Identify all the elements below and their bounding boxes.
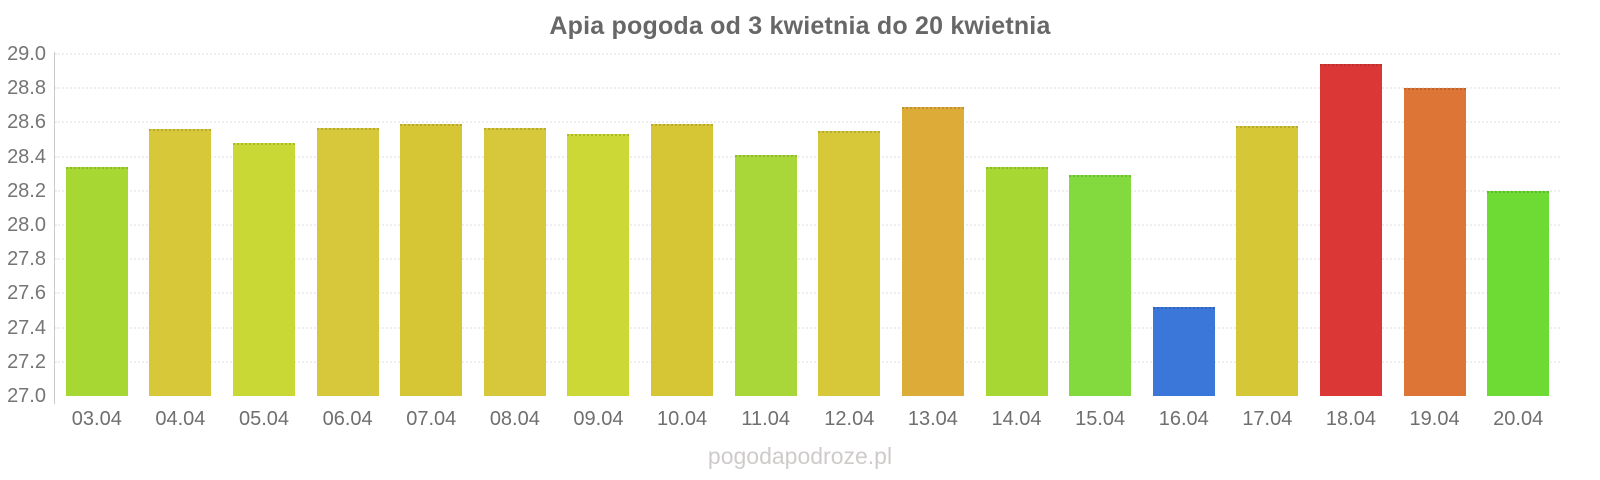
bar-17.04 xyxy=(1236,125,1299,396)
gridline xyxy=(55,189,1560,192)
bar-19.04 xyxy=(1403,88,1466,396)
y-axis-tick-label: 28.2 xyxy=(7,179,46,202)
y-axis-tick-label: 29.0 xyxy=(7,43,46,65)
y-axis-tick-label: 28.0 xyxy=(7,214,46,236)
plot-area: 29.0 28.8 28.6 28.4 28.2 28.0 27.8 27.6 27.4 27.2… xyxy=(7,44,1560,430)
chart-title: Apia pogoda od 3 kwietnia do 20 kwietnia xyxy=(549,12,1051,40)
y-axis-tick-label: 28.8 xyxy=(7,77,46,100)
bar-11.04 xyxy=(734,154,797,396)
x-axis-label: 06.04 xyxy=(322,408,373,430)
x-axis-label: 17.04 xyxy=(1242,408,1293,430)
x-axis-label: 18.04 xyxy=(1325,408,1376,430)
gridline xyxy=(55,87,1560,90)
gridline xyxy=(55,53,1560,55)
bar-12.04 xyxy=(818,130,881,396)
x-axis-label: 14.04 xyxy=(991,408,1042,430)
x-axis-label: 04.04 xyxy=(155,408,206,430)
y-axis-line xyxy=(54,52,55,404)
y-axis-tick-label: 27.2 xyxy=(7,350,46,373)
bar-06.04 xyxy=(316,127,379,396)
x-axis-label: 20.04 xyxy=(1493,408,1544,430)
bar-15.04 xyxy=(1069,175,1132,396)
y-axis-tick-label: 27.6 xyxy=(7,282,46,305)
gridline xyxy=(55,258,1560,261)
x-axis-label: 07.04 xyxy=(406,408,457,430)
x-axis-label: 16.04 xyxy=(1158,408,1209,430)
y-axis-tick-label: 27.4 xyxy=(7,316,46,339)
gridline xyxy=(55,360,1560,363)
bar-05.04 xyxy=(233,142,296,396)
x-axis-label: 11.04 xyxy=(741,408,790,430)
bar-04.04 xyxy=(149,129,212,396)
x-axis-label: 09.04 xyxy=(573,408,624,430)
x-axis-label: 08.04 xyxy=(489,408,540,430)
gridline xyxy=(55,292,1560,295)
y-axis-tick-label: 28.6 xyxy=(7,111,46,134)
bar-07.04 xyxy=(400,124,463,396)
gridline xyxy=(55,224,1560,226)
bar-09.04 xyxy=(567,134,630,396)
bar-08.04 xyxy=(483,127,546,396)
y-axis-tick-label: 27.0 xyxy=(7,385,46,407)
bar-13.04 xyxy=(901,107,964,396)
x-axis-label: 13.04 xyxy=(907,408,958,430)
watermark-text: pogodapodroze.pl xyxy=(707,443,893,469)
x-axis-label: 10.04 xyxy=(657,408,708,430)
y-axis-tick-label: 28.4 xyxy=(7,145,46,168)
x-axis-label: 03.04 xyxy=(71,408,122,430)
bar-10.04 xyxy=(651,124,714,396)
gridline xyxy=(55,155,1560,158)
bar-14.04 xyxy=(985,166,1048,396)
x-axis-label: 05.04 xyxy=(238,408,290,430)
x-axis-label: 15.04 xyxy=(1075,408,1126,430)
x-axis-label: 19.04 xyxy=(1409,408,1460,430)
y-axis-tick-label: 27.8 xyxy=(7,248,46,271)
bar-20.04 xyxy=(1487,190,1550,396)
bar-18.04 xyxy=(1319,64,1382,396)
bar-16.04 xyxy=(1152,307,1215,396)
gridline xyxy=(55,326,1560,329)
gridline xyxy=(55,121,1560,124)
x-axis-label: 12.04 xyxy=(824,408,875,430)
bar-03.04 xyxy=(65,166,128,396)
